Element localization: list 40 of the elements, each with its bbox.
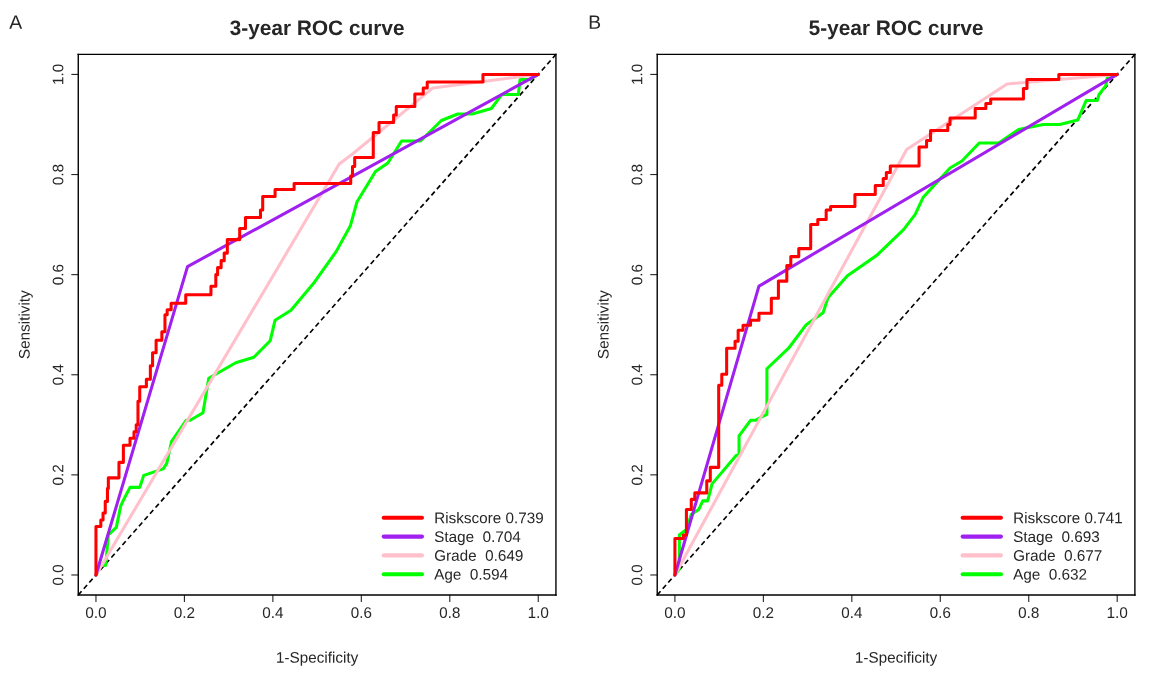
x-tick-label: 0.0 — [85, 607, 106, 619]
x-tick-label: 0.8 — [439, 607, 460, 619]
legend-label: Stage 0.704 — [434, 531, 521, 546]
y-tick-label: 0.6 — [52, 264, 64, 285]
x-tick-label: 0.8 — [1018, 607, 1039, 619]
y-tick-label: 1.0 — [631, 64, 643, 84]
legend-label: Stage 0.693 — [1013, 531, 1100, 546]
chart-title: 5-year ROC curve — [809, 20, 983, 40]
chart-title: 3-year ROC curve — [230, 20, 404, 40]
text: A — [9, 15, 23, 29]
y-tick-label: 0.4 — [52, 364, 64, 385]
x-tick-label: 0.4 — [841, 607, 862, 619]
x-axis-title: 1-Specificity — [856, 651, 938, 666]
x-tick-label: 0.2 — [753, 607, 774, 619]
y-tick-label: 0.0 — [631, 564, 643, 585]
y-tick-label: 0.0 — [52, 564, 64, 585]
legend-label: Age 0.594 — [434, 568, 508, 583]
text: B — [589, 15, 601, 29]
y-tick-label: 0.2 — [631, 465, 643, 485]
x-tick-label: 0.6 — [351, 607, 372, 619]
x-tick-label: 1.0 — [1107, 607, 1128, 619]
legend-label: Grade 0.677 — [1013, 549, 1102, 561]
x-tick-label: 0.4 — [262, 607, 284, 619]
y-tick-label: 1.0 — [52, 64, 64, 84]
y-tick-label: 0.8 — [631, 164, 643, 185]
legend-label: Riskscore 0.739 — [435, 512, 543, 524]
y-axis-title: Sensitivity — [18, 290, 33, 359]
x-tick-label: 1.0 — [528, 607, 549, 619]
legend-label: Grade 0.649 — [434, 549, 523, 561]
x-axis-title: 1-Specificity — [277, 651, 359, 666]
legend-label: Age 0.632 — [1013, 568, 1087, 583]
x-tick-label: 0.2 — [174, 607, 195, 619]
x-tick-label: 0.6 — [930, 607, 951, 619]
y-tick-label: 0.8 — [52, 164, 64, 185]
y-axis-title: Sensitivity — [597, 290, 612, 359]
x-tick-label: 0.0 — [664, 607, 685, 619]
y-tick-label: 0.2 — [52, 465, 64, 485]
legend-label: Riskscore 0.741 — [1014, 512, 1122, 524]
y-tick-label: 0.6 — [631, 264, 643, 285]
y-tick-label: 0.4 — [631, 364, 643, 385]
